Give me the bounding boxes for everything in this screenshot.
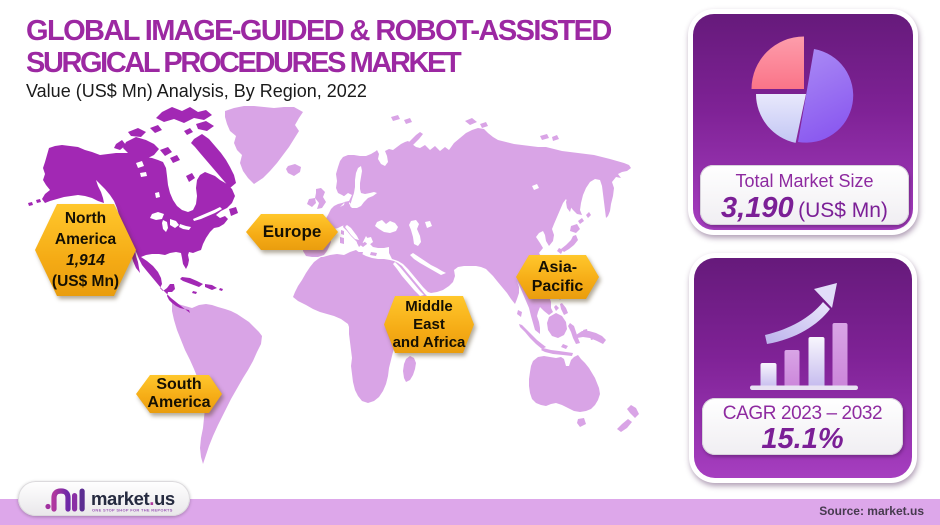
svg-text:market.us: market.us <box>91 488 175 509</box>
svg-text:ONE STOP SHOP FOR THE REPORTS: ONE STOP SHOP FOR THE REPORTS <box>92 508 173 513</box>
